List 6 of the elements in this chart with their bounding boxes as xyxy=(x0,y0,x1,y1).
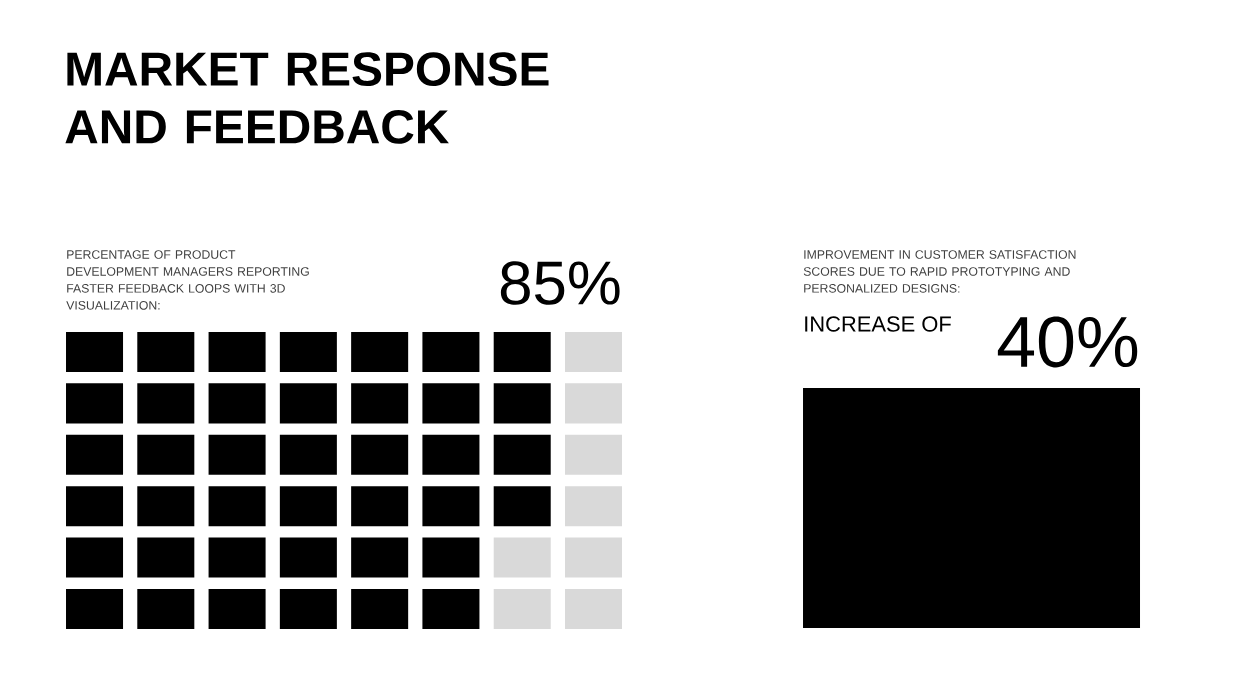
text: INCREASE OF xyxy=(805,316,951,332)
data-label: 40% xyxy=(997,316,1138,368)
data-label: 85% xyxy=(500,261,620,305)
text: IMPROVEMENT IN CUSTOMER SATISFACTION SCORES DUE TO RAPID PROTOTYPING AND PERSONALIZED DESIGNS: xyxy=(803,250,1076,293)
text: PERCENTAGE OF PRODUCT DEVELOPMENT MANAGERS REPORTING FASTER FEEDBACK LOOPS WITH 3D VISUALIZATION: xyxy=(66,250,309,310)
text: MARKET RESPONSE AND FEEDBACK xyxy=(65,52,549,144)
